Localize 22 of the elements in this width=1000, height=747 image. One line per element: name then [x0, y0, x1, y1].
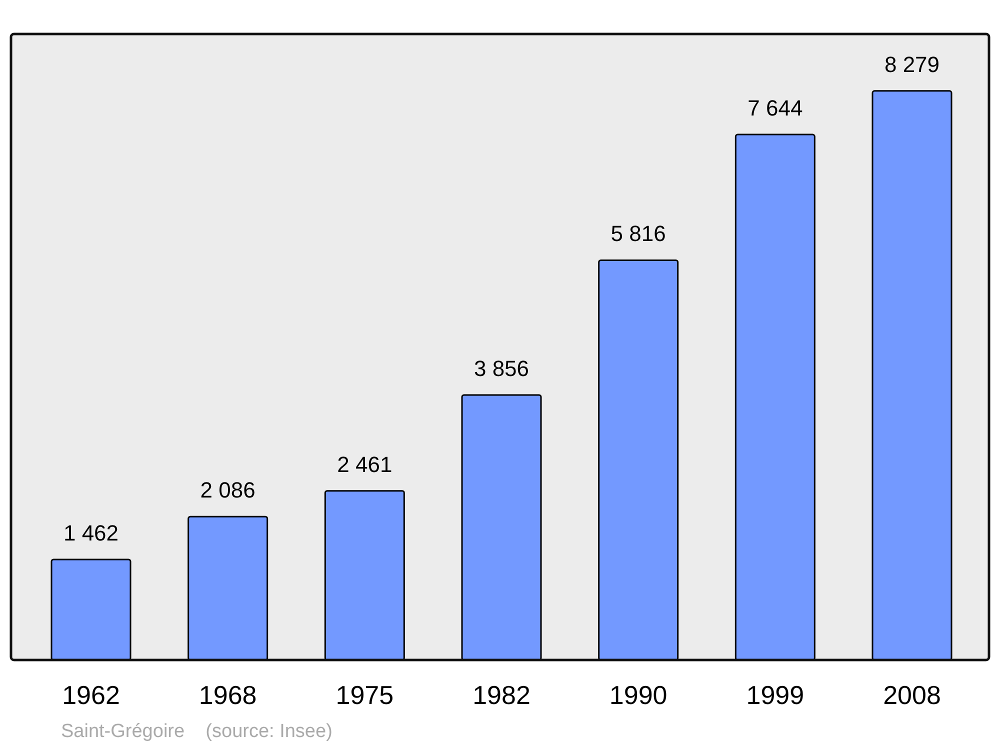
bar	[324, 490, 405, 661]
x-tick-label: 1990	[609, 680, 668, 710]
x-tick-label: 1975	[336, 680, 394, 710]
data-label: 3 856	[474, 356, 530, 381]
bar	[872, 90, 952, 661]
bar	[50, 558, 132, 661]
bar	[734, 134, 816, 661]
x-tick-label: 1999	[746, 680, 804, 710]
data-label: 5 816	[610, 221, 666, 246]
bar	[461, 394, 542, 661]
x-tick-label: 2008	[883, 680, 941, 710]
text: Saint-Grégoire (source: Insee)	[61, 721, 332, 742]
data-label: 7 644	[748, 96, 803, 121]
x-tick-label: 1962	[62, 680, 120, 710]
x-tick-label: 1982	[472, 680, 530, 710]
data-label: 1 462	[63, 520, 119, 546]
x-tick-label: 1968	[198, 680, 257, 710]
data-label: 2 086	[200, 478, 256, 503]
bar	[598, 259, 679, 661]
bar	[188, 516, 268, 661]
data-label: 8 279	[884, 52, 940, 77]
data-label: 2 461	[337, 452, 392, 477]
